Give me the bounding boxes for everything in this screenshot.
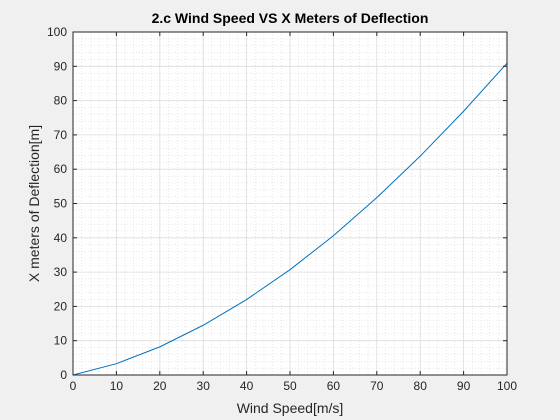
y-tick-label: 50: [54, 197, 68, 211]
series-layer: [72, 62, 508, 376]
y-tick-label: 20: [54, 299, 68, 313]
y-tick-label: 70: [54, 128, 68, 142]
y-tick-label: 100: [47, 25, 67, 39]
x-tick-label: 20: [153, 379, 167, 393]
y-tick-label: 30: [54, 265, 68, 279]
x-tick-label: 50: [283, 379, 297, 393]
x-tick-label: 60: [327, 379, 341, 393]
y-axis-ticks: 0 10 20 30 40 50 60 70 80 90 100: [47, 25, 507, 382]
x-tick-label: 100: [497, 379, 517, 393]
x-tick-label: 0: [70, 379, 77, 393]
x-tick-label: 70: [370, 379, 384, 393]
y-tick-label: 40: [54, 231, 68, 245]
x-tick-label: 40: [240, 379, 254, 393]
y-tick-label: 60: [54, 162, 68, 176]
x-tick-label: 10: [110, 379, 124, 393]
y-tick-label: 10: [54, 334, 68, 348]
y-tick-label: 90: [54, 59, 68, 73]
x-axis-label: Wind Speed[m/s]: [237, 400, 344, 416]
series-line: [72, 62, 508, 376]
y-tick-label: 80: [54, 94, 68, 108]
x-axis-ticks: 0 10 20 30 40 50 60 70 80 90 100: [70, 32, 517, 393]
chart-title: 2.c Wind Speed VS X Meters of Deflection: [152, 10, 429, 26]
y-tick-label: 0: [60, 368, 67, 382]
x-tick-label: 30: [197, 379, 211, 393]
x-tick-label: 80: [414, 379, 428, 393]
y-axis-label: X meters of Deflection[m]: [26, 125, 42, 282]
x-tick-label: 90: [457, 379, 471, 393]
